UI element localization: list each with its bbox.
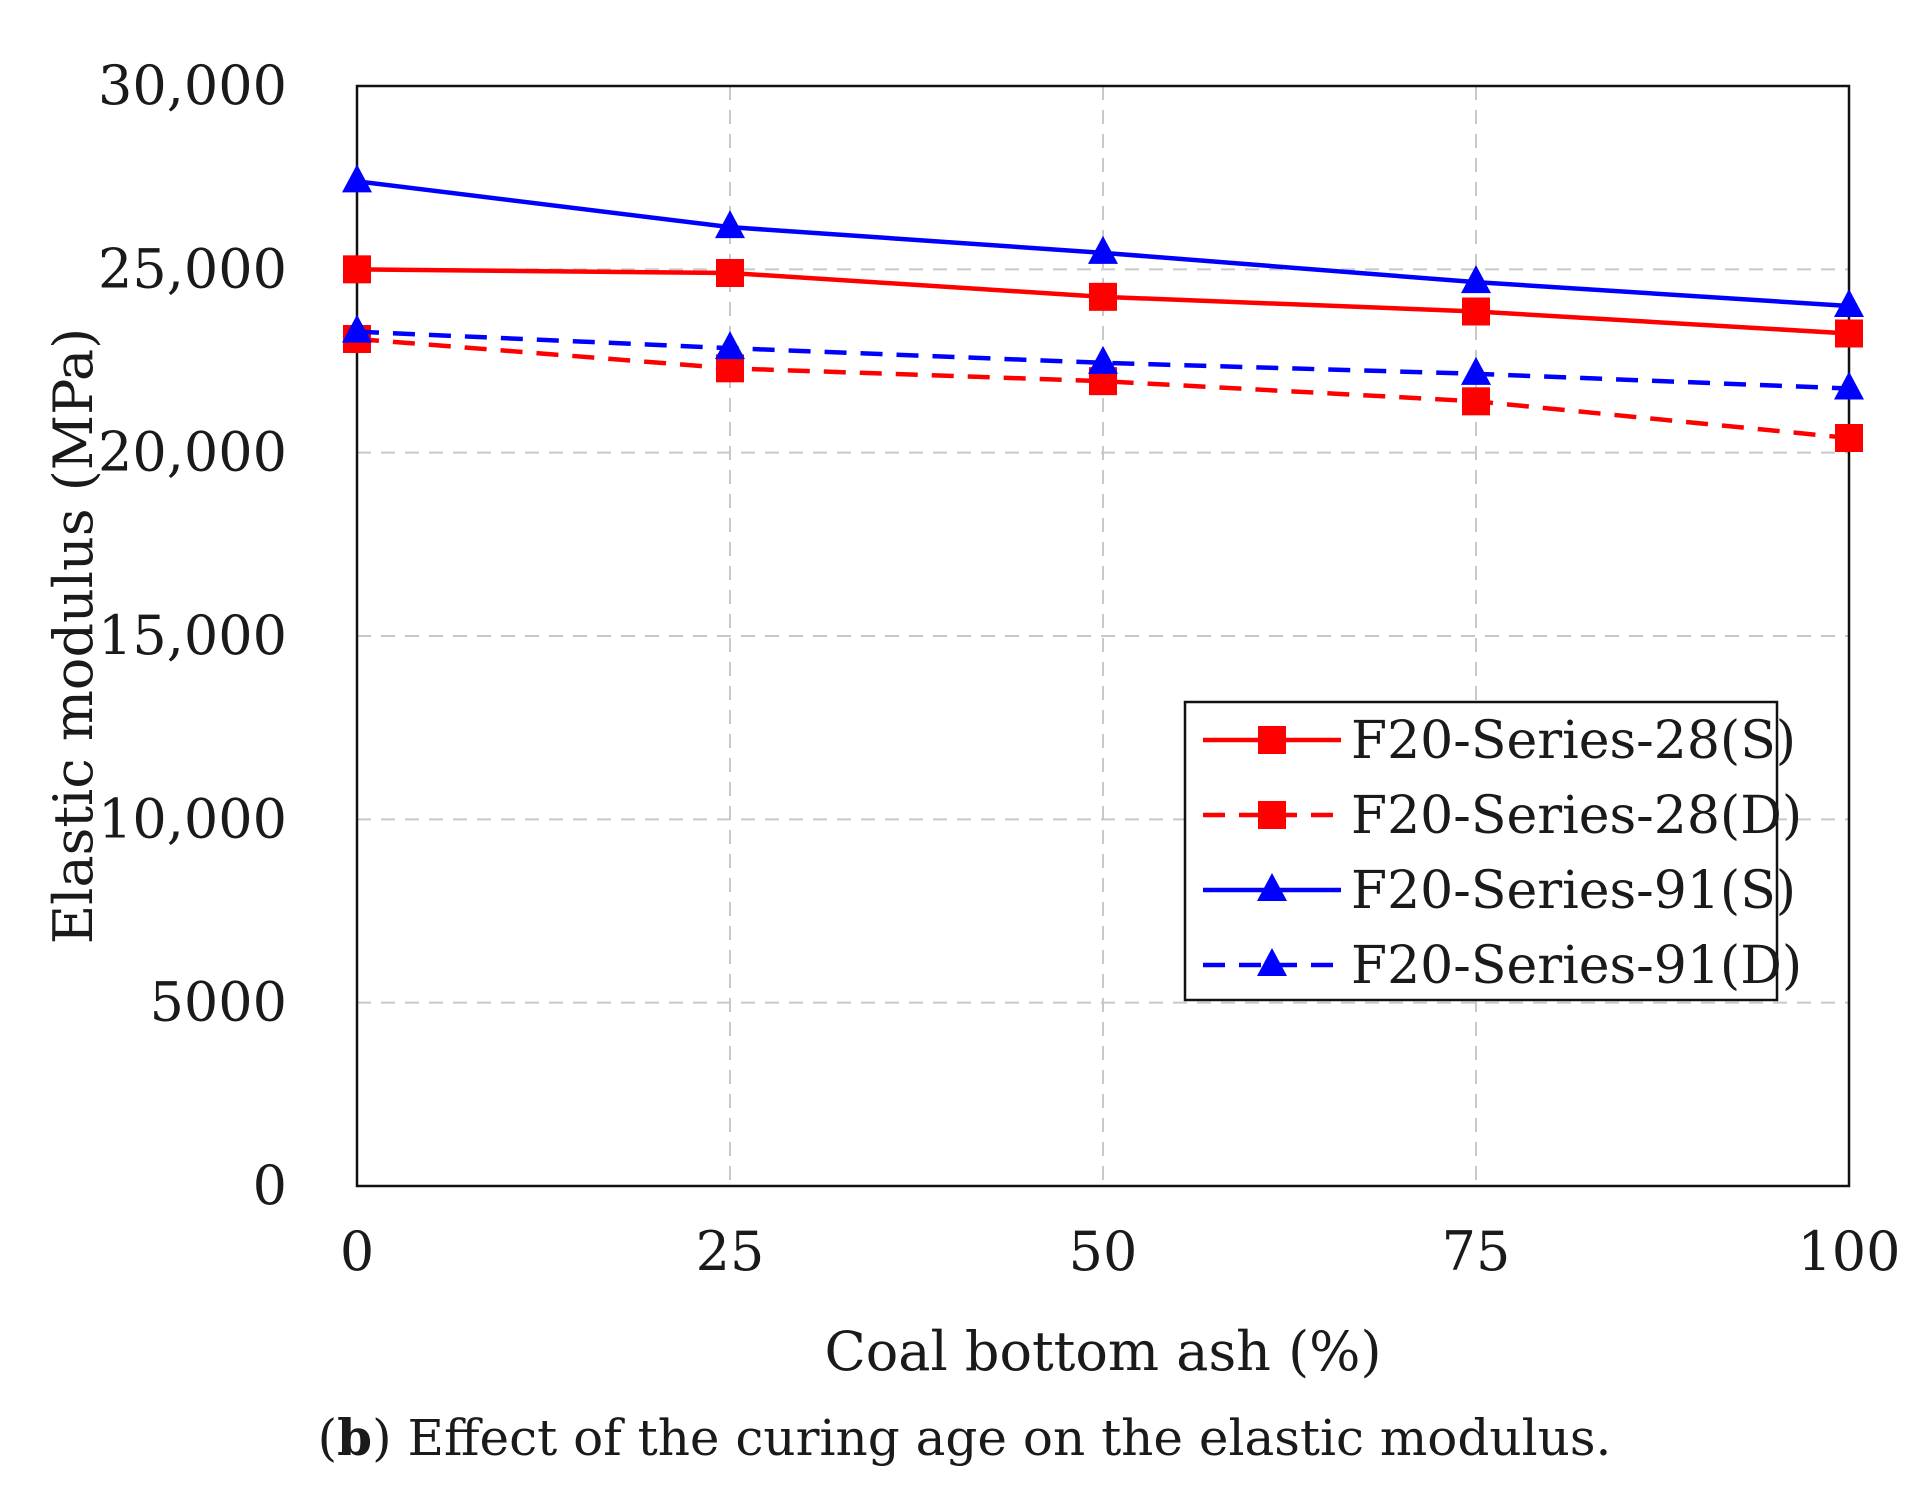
- data-point: [1835, 319, 1863, 348]
- data-point: [715, 210, 745, 239]
- plot-frame: [355, 84, 1851, 1188]
- legend-item: F20-Series-91(S): [1203, 861, 1796, 921]
- series-line: [356, 336, 1850, 441]
- y-tick-label: 15,000: [98, 604, 287, 667]
- figure-caption: (b) Effect of the curing age on the elas…: [0, 1408, 1929, 1467]
- data-point: [1089, 282, 1117, 311]
- x-tick-label: 75: [1442, 1220, 1511, 1283]
- legend-label: F20-Series-28(S): [1351, 711, 1796, 771]
- legend: F20-Series-28(S) F20-Series-28(D) F20-Seri…: [1183, 700, 1802, 1002]
- legend-label: F20-Series-91(D): [1351, 936, 1802, 996]
- data-point: [1462, 297, 1490, 326]
- y-tick-label: 10,000: [98, 787, 287, 850]
- legend-label: F20-Series-91(S): [1351, 861, 1796, 921]
- y-tick-label: 20,000: [98, 421, 287, 484]
- y-tick-label: 30,000: [98, 54, 287, 117]
- legend-label: F20-Series-28(D): [1351, 786, 1802, 846]
- data-point: [342, 314, 372, 343]
- x-axis: 0 25 50 75 100: [340, 1220, 1901, 1283]
- series-line: [356, 329, 1850, 391]
- legend-marker: [1258, 801, 1286, 829]
- x-tick-label: 100: [1797, 1220, 1900, 1283]
- legend-marker: [1257, 873, 1287, 901]
- x-tick-label: 25: [696, 1220, 765, 1283]
- caption-label: b: [337, 1408, 373, 1467]
- series-2: [342, 164, 1864, 317]
- caption-text: ) Effect of the curing age on the elasti…: [372, 1409, 1612, 1467]
- series: [342, 164, 1864, 452]
- x-tick-label: 0: [340, 1220, 374, 1283]
- grid: [357, 86, 1849, 1186]
- legend-marker: [1258, 726, 1286, 754]
- data-point: [1461, 356, 1491, 385]
- data-point: [1088, 345, 1118, 374]
- legend-item: F20-Series-28(D): [1203, 786, 1802, 846]
- legend-item: F20-Series-28(S): [1203, 711, 1796, 771]
- y-axis: 0 5000 10,000 15,000 20,000 25,000 30,000: [98, 54, 287, 1217]
- data-point: [1462, 387, 1490, 416]
- series-0: [343, 255, 1863, 348]
- series-3: [342, 314, 1864, 400]
- data-point: [715, 331, 745, 360]
- y-tick-label: 5000: [150, 971, 287, 1034]
- data-point: [343, 255, 371, 284]
- data-point: [1461, 265, 1491, 294]
- data-point: [1835, 424, 1863, 452]
- legend-item: F20-Series-91(D): [1203, 936, 1802, 996]
- y-tick-label: 0: [253, 1154, 287, 1217]
- x-tick-label: 50: [1069, 1220, 1138, 1283]
- data-point: [342, 164, 372, 193]
- caption-open-paren: (: [317, 1409, 338, 1467]
- y-tick-label: 25,000: [98, 237, 287, 300]
- data-point: [1834, 371, 1864, 400]
- data-point: [716, 259, 744, 287]
- data-point: [1834, 289, 1864, 317]
- data-point: [1088, 235, 1118, 264]
- x-axis-title: Coal bottom ash (%): [824, 1320, 1381, 1383]
- legend-marker: [1257, 948, 1287, 976]
- y-axis-title: Elastic modulus (MPa): [42, 328, 105, 945]
